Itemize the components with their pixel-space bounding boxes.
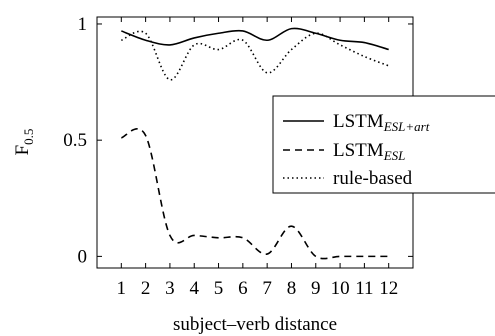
series-line-dashed: [120, 128, 389, 260]
x-tick-label: 7: [262, 278, 272, 299]
legend-box: [272, 95, 495, 194]
y-axis-label: F0.5: [12, 129, 36, 156]
y-tick-label: 0: [78, 246, 88, 267]
legend-label-lstm-esl-sub: ESL: [383, 148, 406, 163]
legend-label-lstm-esl-main: LSTM: [333, 140, 384, 161]
y-axis-label-group: F0.5: [12, 129, 36, 156]
x-tick-label: 12: [379, 278, 398, 299]
x-tick-label: 11: [355, 278, 373, 299]
x-tick-label: 4: [189, 278, 199, 299]
x-axis-label: subject–verb distance: [173, 314, 337, 335]
legend-label-rule-based: rule-based: [333, 168, 413, 189]
series-lines: [120, 27, 389, 260]
y-tick-label: 1: [78, 14, 88, 35]
legend-label-lstm-esl: LSTMESL: [333, 140, 405, 163]
x-tick-label: 8: [287, 278, 297, 299]
y-axis-label-sub: 0.5: [21, 129, 36, 145]
y-axis-label-main: F: [12, 145, 33, 156]
series-line-dotted: [120, 30, 389, 81]
legend-label-lstm-esl-art-sub: ESL+art: [383, 119, 430, 134]
x-tick-label: 9: [311, 278, 321, 299]
x-tick-label: 1: [117, 278, 127, 299]
x-tick-label: 10: [331, 278, 350, 299]
x-tick-label: 3: [165, 278, 175, 299]
x-tick-label: 2: [141, 278, 151, 299]
series-line-solid: [121, 27, 389, 51]
x-axis-ticks: 1 2 3 4 5 6 7 8 9 10 11 12: [117, 17, 398, 299]
x-tick-label: 6: [238, 278, 248, 299]
legend: LSTMESL+art LSTMESL rule-based: [272, 95, 495, 194]
legend-label-lstm-esl-art: LSTMESL+art: [333, 111, 430, 134]
x-tick-label: 5: [214, 278, 224, 299]
y-axis-ticks: 00.51: [63, 14, 413, 267]
y-tick-label: 0.5: [63, 130, 87, 151]
legend-label-lstm-esl-art-main: LSTM: [333, 111, 384, 132]
